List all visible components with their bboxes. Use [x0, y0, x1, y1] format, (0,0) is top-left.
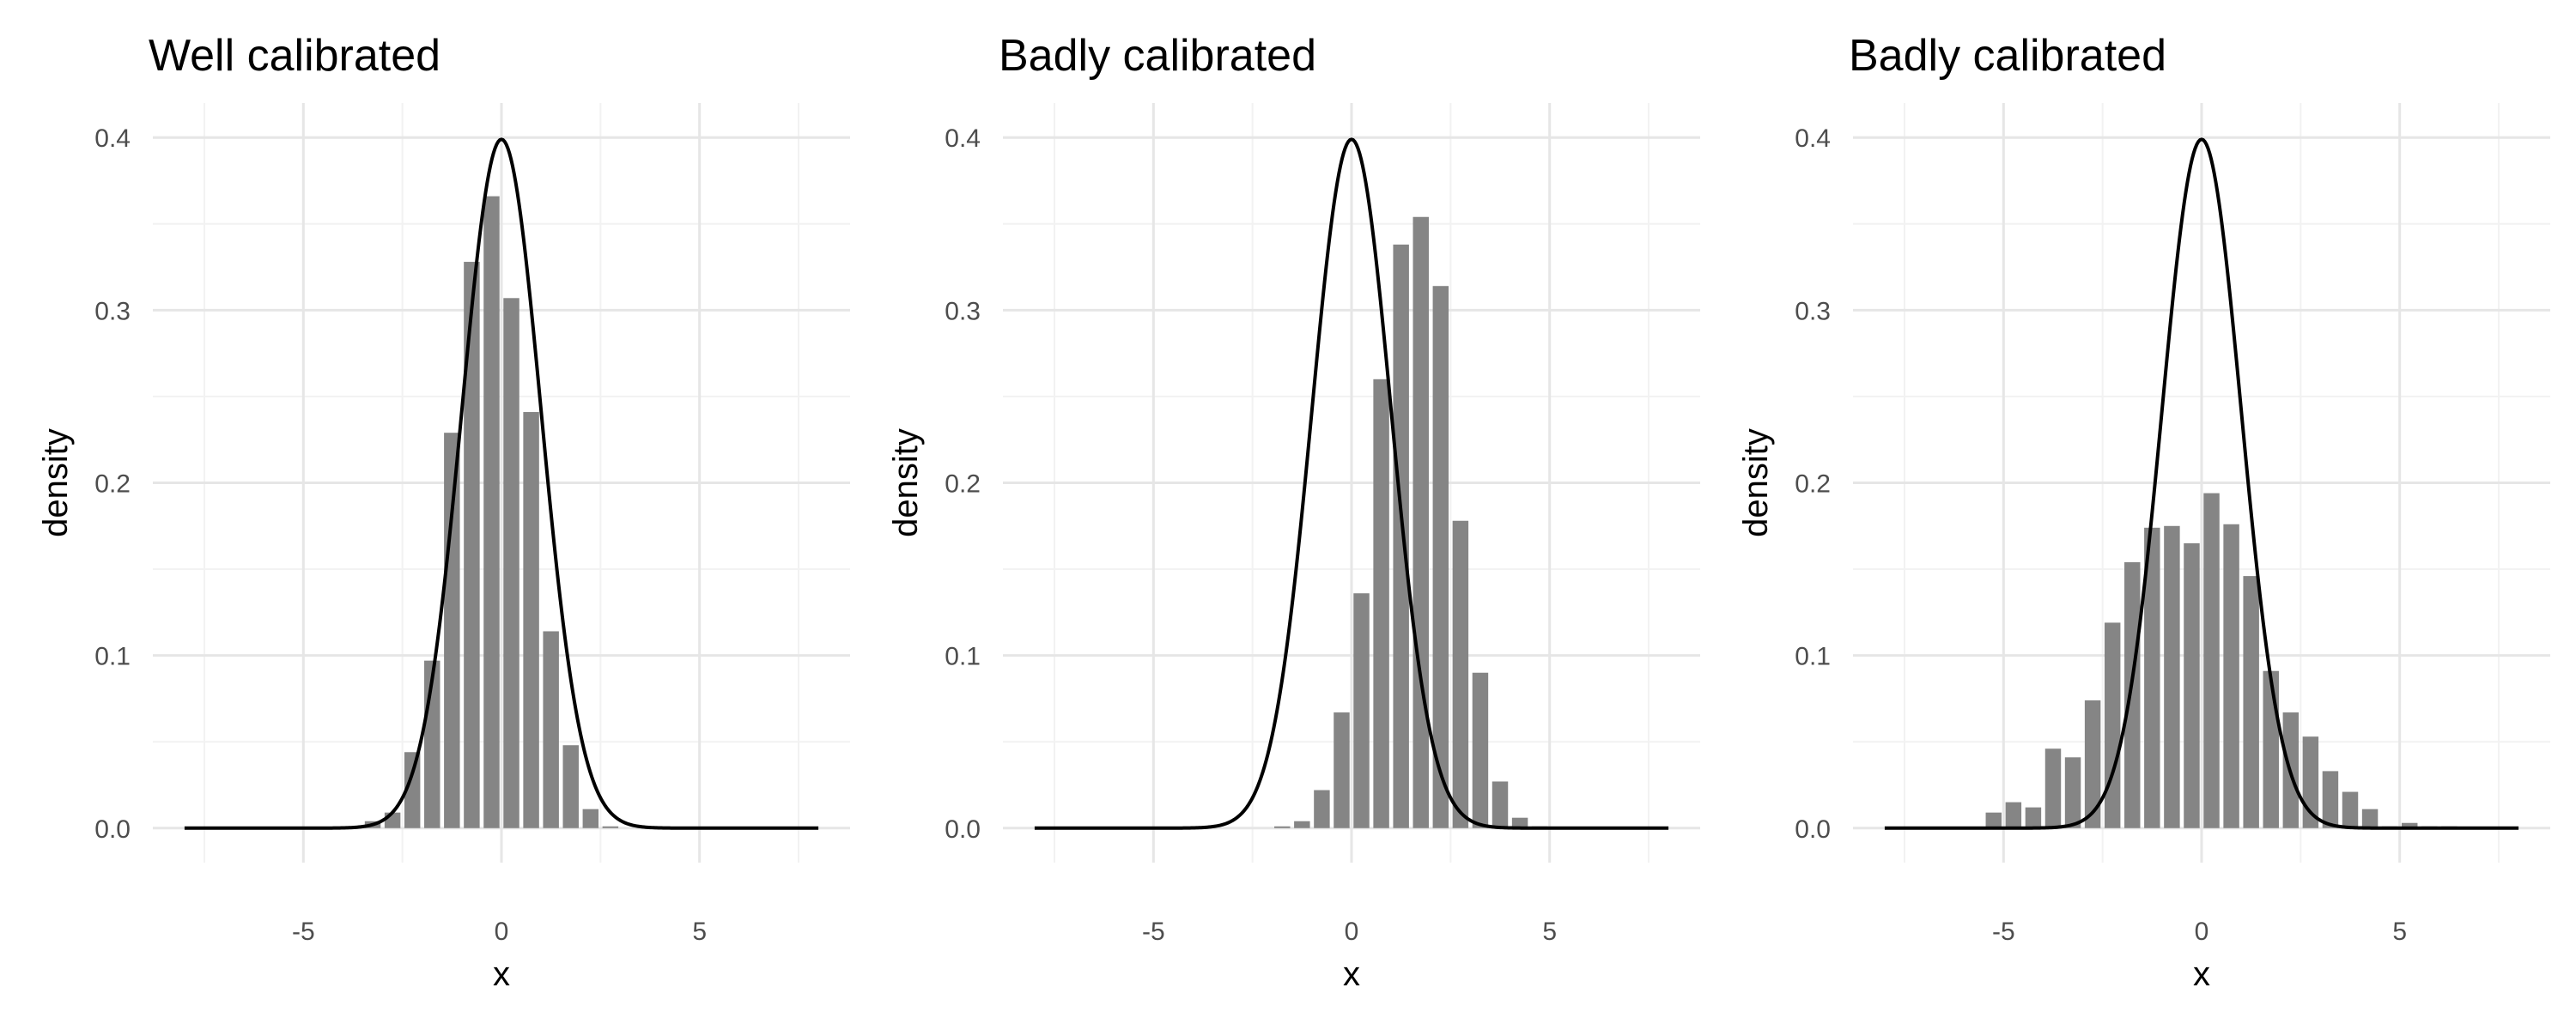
histogram-bar [2144, 527, 2160, 828]
histogram-bar [2203, 493, 2220, 828]
panel-title: Badly calibrated [1849, 31, 2166, 81]
minor-grid [1853, 103, 2550, 863]
histogram-bar [1373, 379, 1389, 828]
histogram-bar [2184, 542, 2200, 828]
y-tick-label: 0.2 [945, 470, 981, 499]
histogram-bars [364, 196, 619, 828]
density-curve [184, 137, 819, 830]
x-tick-label: 5 [2392, 918, 2407, 946]
histogram-bar [2025, 807, 2042, 828]
histogram-bar [2064, 757, 2081, 828]
histogram-bar [1393, 244, 1409, 828]
histogram-bar [1985, 812, 2002, 828]
histogram-bar [2044, 748, 2062, 828]
histogram-bar [1314, 790, 1330, 828]
histogram-bar [1452, 520, 1469, 828]
y-tick-label: 0.3 [94, 297, 131, 325]
histogram-bars [1274, 216, 1568, 828]
histogram-bar [2361, 809, 2379, 828]
y-tick-label: 0.2 [1795, 470, 1831, 499]
histogram-bar [2104, 622, 2121, 828]
y-axis-title: density [887, 428, 925, 537]
x-tick-label: -5 [1992, 918, 2015, 946]
histogram-bar [2342, 791, 2359, 828]
histogram-bar [1353, 593, 1370, 828]
histogram-bar [1274, 826, 1291, 828]
histogram-bar [1413, 216, 1429, 828]
histogram-bar [404, 752, 421, 828]
panel-title: Well calibrated [149, 31, 440, 81]
x-tick-label: 5 [1542, 918, 1557, 946]
y-tick-label: 0.3 [945, 297, 981, 325]
x-tick-label: 5 [692, 918, 707, 946]
y-axis-title: density [37, 428, 75, 537]
histogram-bar [2322, 771, 2339, 828]
y-tick-label: 0.1 [94, 643, 131, 671]
x-tick-label: -5 [1142, 918, 1165, 946]
y-tick-label: 0.2 [94, 470, 131, 499]
y-tick-label: 0.0 [94, 815, 131, 844]
x-axis-title: x [493, 955, 510, 993]
x-tick-label: -5 [292, 918, 315, 946]
chart-panel-3: -5 0 5 0.0 0.1 0.2 0.3 0.4 x density Badly calibra… [1737, 31, 2550, 993]
histogram-bar [1472, 672, 1489, 828]
histogram-bar [1294, 821, 1310, 828]
histogram-bar [384, 812, 401, 828]
density-curve [1884, 137, 2519, 830]
chart-panel-1: -5 0 5 0.0 0.1 0.2 0.3 0.4 x density Well calibrat… [37, 31, 850, 993]
histogram-bar [2084, 700, 2101, 828]
y-tick-label: 0.1 [945, 643, 981, 671]
histogram-bar [2124, 562, 2141, 828]
y-axis-title: density [1737, 428, 1775, 537]
histogram-bar [2263, 670, 2279, 828]
y-tick-label: 0.4 [1795, 124, 1831, 153]
histogram-bar [483, 196, 500, 828]
histogram-bar [523, 412, 539, 828]
histogram-bar [1511, 817, 1528, 828]
histogram-bar [1334, 712, 1350, 828]
chart-panel-2: -5 0 5 0.0 0.1 0.2 0.3 0.4 x density Badly calibra… [887, 31, 1700, 993]
y-tick-label: 0.0 [945, 815, 981, 844]
histogram-bar [503, 298, 519, 828]
histogram-bar [562, 745, 579, 828]
histogram-bar [2243, 576, 2259, 828]
histogram-bar [444, 433, 460, 828]
y-tick-label: 0.4 [94, 124, 131, 153]
panel-title: Badly calibrated [999, 31, 1316, 81]
x-tick-label: 0 [1345, 918, 1359, 946]
x-tick-label: 0 [2195, 918, 2209, 946]
x-tick-label: 0 [495, 918, 509, 946]
y-tick-label: 0.1 [1795, 643, 1831, 671]
x-axis-title: x [2193, 955, 2210, 993]
y-tick-label: 0.0 [1795, 815, 1831, 844]
x-axis-title: x [1343, 955, 1360, 993]
density-curve [1034, 137, 1669, 830]
histogram-bar [464, 262, 480, 828]
histogram-bar [2223, 524, 2239, 828]
histogram-bar [2164, 525, 2180, 828]
histogram-bar [602, 826, 619, 828]
histogram-bar [543, 631, 559, 828]
y-tick-label: 0.4 [945, 124, 981, 153]
y-tick-label: 0.3 [1795, 297, 1831, 325]
histogram-bar [1432, 286, 1449, 828]
histogram-bar [1492, 781, 1509, 828]
histogram-bar [2005, 802, 2022, 828]
histogram-bar [2401, 822, 2418, 828]
histogram-bar [582, 809, 599, 828]
